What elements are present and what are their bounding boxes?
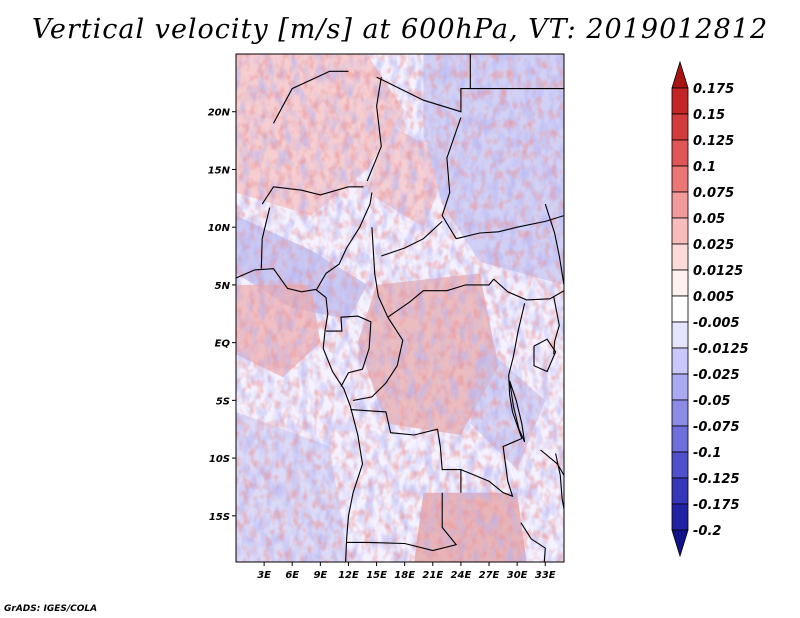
lon-tick-label: 9E bbox=[313, 570, 327, 581]
colorbar-max-triangle bbox=[671, 60, 689, 89]
coastline-guinea-gulf bbox=[236, 268, 364, 562]
colorbar-label: 0.075 bbox=[693, 186, 734, 201]
border-chad-car bbox=[381, 220, 443, 257]
border-sudan-ssudan bbox=[456, 215, 564, 240]
lon-tick-label: 3E bbox=[257, 570, 271, 581]
border-congo-drc bbox=[352, 316, 404, 401]
colorbar-label: -0.005 bbox=[693, 316, 740, 331]
map-frame bbox=[235, 53, 565, 563]
border-nigeria-niger bbox=[261, 186, 364, 205]
colorbar-label: 0.1 bbox=[693, 160, 716, 175]
colorbar-label: -0.025 bbox=[693, 368, 740, 383]
colorbar-label: 0.15 bbox=[693, 108, 725, 123]
colorbar-label: -0.175 bbox=[693, 498, 740, 513]
border-chad-niger bbox=[366, 77, 382, 182]
colorbar-label: -0.125 bbox=[693, 472, 740, 487]
lat-tick-label: 20N bbox=[208, 108, 231, 119]
lon-tick-label: 27E bbox=[479, 570, 500, 581]
longitude-axis: 3E 6E 9E 12E 15E 18E 21E 24E 27E 30E 33E bbox=[257, 562, 556, 581]
colorbar-box bbox=[671, 139, 689, 167]
lat-tick-label: 5N bbox=[215, 281, 231, 292]
colorbar-min-triangle bbox=[671, 529, 689, 558]
border-chad-libya bbox=[376, 54, 471, 113]
border-ssudan-drc bbox=[493, 278, 564, 301]
lat-tick-label: 5S bbox=[216, 396, 230, 407]
map-plot-area bbox=[236, 54, 564, 562]
colorbar-label: 0.05 bbox=[693, 212, 725, 227]
lon-tick-label: 6E bbox=[285, 570, 299, 581]
colorbar-label: 0.025 bbox=[693, 238, 734, 253]
border-drc-east bbox=[508, 303, 526, 439]
lon-tick-label: 15E bbox=[366, 570, 387, 581]
colorbar-box bbox=[671, 347, 689, 375]
colorbar-label: -0.075 bbox=[693, 420, 740, 435]
colorbar-label: -0.0125 bbox=[693, 342, 749, 357]
colorbar-box bbox=[671, 399, 689, 427]
lake-malawi bbox=[555, 453, 564, 509]
colorbar-box bbox=[671, 373, 689, 401]
lon-tick-label: 24E bbox=[451, 570, 472, 581]
colorbar-box bbox=[671, 243, 689, 271]
colorbar-box bbox=[671, 217, 689, 245]
colorbar-box bbox=[671, 191, 689, 219]
colorbar-label: 0.0125 bbox=[693, 264, 743, 279]
lake-victoria bbox=[533, 338, 557, 373]
colorbar-box bbox=[671, 113, 689, 141]
lat-tick-label: 10N bbox=[208, 223, 231, 234]
border-niger-algeria bbox=[273, 70, 349, 124]
border-cameroon-car bbox=[371, 227, 389, 318]
colorbar-box bbox=[671, 477, 689, 505]
lat-tick-label: 10S bbox=[209, 454, 230, 465]
colorbar-box bbox=[671, 269, 689, 297]
velocity-texture-red bbox=[236, 54, 564, 562]
colorbar-box bbox=[671, 295, 689, 323]
colorbar: 0.175 0.15 0.125 0.1 0.075 0.05 0.025 0.0125 0.0… bbox=[671, 60, 749, 558]
lat-tick-label: EQ bbox=[215, 339, 231, 350]
border-zambia-mozambique bbox=[520, 522, 546, 562]
border-gabon-congo bbox=[326, 315, 372, 387]
colorbar-box bbox=[671, 425, 689, 453]
lon-tick-label: 33E bbox=[535, 570, 556, 581]
colorbar-box bbox=[671, 451, 689, 479]
colorbar-label: 0.125 bbox=[693, 134, 734, 149]
border-angola-zambia bbox=[346, 492, 458, 552]
border-uganda-kenya bbox=[553, 296, 560, 355]
border-ethiopia bbox=[544, 203, 564, 285]
border-drc-angola bbox=[350, 409, 462, 493]
chart-title: Vertical velocity [m/s] at 600hPa, VT: 2… bbox=[31, 14, 769, 45]
colorbar-box bbox=[671, 87, 689, 115]
lon-tick-label: 30E bbox=[507, 570, 528, 581]
colorbar-box bbox=[671, 503, 689, 531]
colorbar-label: 0.005 bbox=[693, 290, 734, 305]
country-borders bbox=[236, 54, 564, 562]
grads-credit: GrADS: IGES/COLA bbox=[4, 604, 98, 614]
colorbar-label: -0.2 bbox=[693, 524, 721, 539]
lon-tick-label: 12E bbox=[338, 570, 359, 581]
colorbar-label: -0.05 bbox=[693, 394, 730, 409]
colorbar-label: -0.1 bbox=[693, 446, 721, 461]
colorbar-label: 0.175 bbox=[693, 82, 734, 97]
latitude-axis: 20N 15N 10N 5N EQ 5S 10S 15S bbox=[208, 108, 236, 523]
border-car-drc bbox=[387, 278, 495, 318]
border-nigeria-benin bbox=[260, 207, 271, 269]
border-chad-sudan bbox=[441, 117, 462, 239]
colorbar-box bbox=[671, 165, 689, 193]
lat-tick-label: 15N bbox=[208, 165, 231, 176]
lake-tanganyika bbox=[509, 380, 526, 443]
colorbar-box bbox=[671, 321, 689, 349]
border-drc-zambia bbox=[460, 437, 523, 498]
border-nigeria-cameroon bbox=[316, 192, 373, 290]
lon-tick-label: 18E bbox=[394, 570, 415, 581]
lat-tick-label: 15S bbox=[209, 512, 230, 523]
lon-tick-label: 21E bbox=[422, 570, 443, 581]
